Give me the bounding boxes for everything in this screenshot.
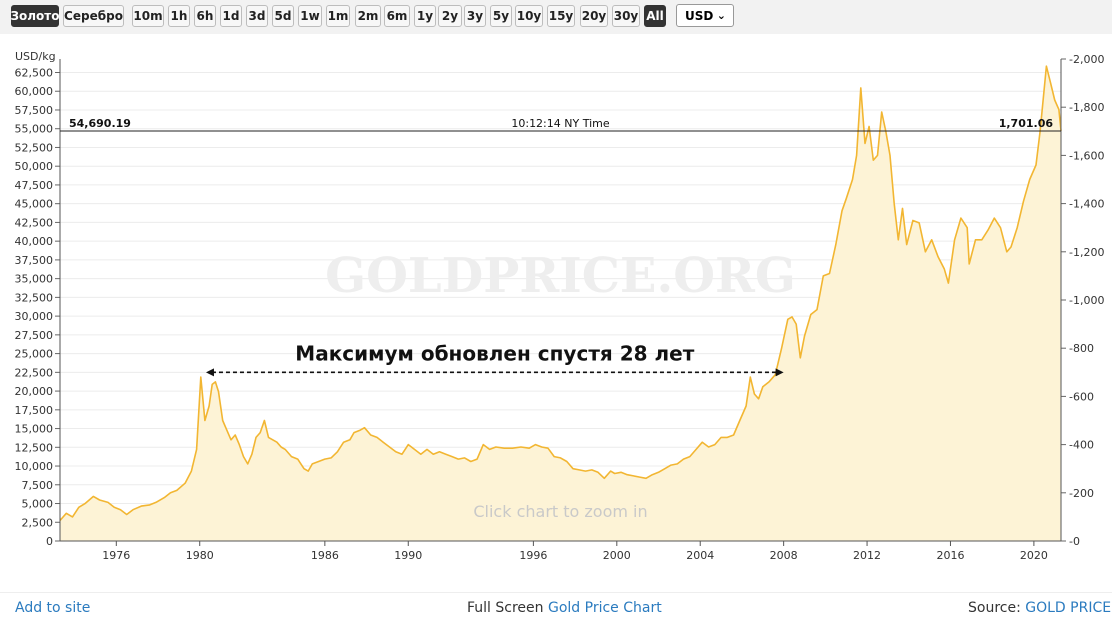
y-left-tick-label: 27,500 [15,329,54,342]
annotation-arrow-left-head [205,368,214,377]
footer: Add to site Full Screen Gold Price Chart… [0,594,1112,621]
x-tick-label: 1996 [519,549,547,562]
y-left-tick-label: 2,500 [22,516,54,529]
y-left-tick-label: 35,000 [15,273,54,286]
annotation-arrow-right-head [775,368,784,377]
current-price-left: 54,690.19 [69,117,131,130]
metal-button-0[interactable]: Золото [11,5,60,27]
y-right-tick-label: -1,400 [1069,198,1104,211]
y-left-tick-label: 5,000 [22,498,54,511]
y-left-tick-label: 10,000 [15,460,54,473]
range-button-1m[interactable]: 1m [326,5,350,27]
y-right-tick-label: -1,600 [1069,149,1104,162]
y-right-tick-label: -1,000 [1069,294,1104,307]
range-button-20y[interactable]: 20y [580,5,608,27]
range-button-10m[interactable]: 10m [132,5,164,27]
range-button-6m[interactable]: 6m [384,5,410,27]
chevron-down-icon: ⌄ [716,9,726,22]
price-area [60,66,1061,541]
price-line [59,65,1062,522]
current-time: 10:12:14 NY Time [511,117,609,130]
x-tick-label: 1976 [102,549,130,562]
y-left-tick-label: 0 [46,535,53,548]
range-button-all[interactable]: All [644,5,666,27]
y-left-tick-label: 62,500 [15,66,54,79]
y-right-tick-label: -600 [1069,390,1094,403]
y-left-tick-label: 47,500 [15,179,54,192]
x-tick-label: 2012 [853,549,881,562]
y-left-tick-label: 45,000 [15,198,54,211]
y-left-tick-label: 50,000 [15,160,54,173]
range-button-2m[interactable]: 2m [355,5,381,27]
y-left-tick-label: 52,500 [15,141,54,154]
y-left-unit: USD/kg [15,50,56,63]
range-button-10y[interactable]: 10y [515,5,543,27]
y-left-tick-label: 25,000 [15,348,54,361]
range-button-6h[interactable]: 6h [194,5,216,27]
current-price-right: 1,701.06 [999,117,1054,130]
y-left-tick-label: 57,500 [15,104,54,117]
y-left-tick-label: 55,000 [15,123,54,136]
gold-price-chart[interactable]: 0 2,500 5,000 7,500 10,000 12,500 15,000 17,500… [0,34,1112,592]
x-tick-label: 2016 [936,549,964,562]
range-button-30y[interactable]: 30y [612,5,640,27]
y-left-tick-label: 12,500 [15,441,54,454]
y-right-tick-label: -0 [1069,535,1080,548]
y-right-tick-label: -2,000 [1069,53,1104,66]
y-left-tick-label: 22,500 [15,366,54,379]
y-left-tick-label: 20,000 [15,385,54,398]
range-button-3y[interactable]: 3y [464,5,486,27]
range-button-3d[interactable]: 3d [246,5,268,27]
toolbar: Золото Серебро 10m 1h 6h 1d 3d 5d 1w 1m 2m 6m 1y 2y 3y… [0,0,1112,34]
metal-button-1[interactable]: Серебро [63,5,124,27]
x-tick-label: 2008 [770,549,798,562]
y-right-tick-label: -400 [1069,439,1094,452]
currency-value: USD [685,8,714,23]
range-button-1h[interactable]: 1h [168,5,190,27]
x-tick-label: 1986 [311,549,339,562]
y-left-tick-label: 60,000 [15,85,54,98]
y-left-tick-label: 42,500 [15,216,54,229]
y-left-tick-label: 17,500 [15,404,54,417]
currency-select[interactable]: USD ⌄ [676,4,734,27]
range-button-1d[interactable]: 1d [220,5,242,27]
y-left-tick-label: 15,000 [15,423,54,436]
source-text: Source: GOLD PRICE [968,600,1111,616]
x-tick-label: 2004 [686,549,714,562]
x-tick-label: 1980 [186,549,214,562]
y-left-tick-label: 30,000 [15,310,54,323]
range-button-1y[interactable]: 1y [414,5,436,27]
zoom-hint: Click chart to zoom in [473,502,647,521]
y-left-tick-label: 37,500 [15,254,54,267]
y-right-tick-label: -1,200 [1069,246,1104,259]
y-right-tick-label: -800 [1069,342,1094,355]
annotation-text: Максимум обновлен спустя 28 лет [295,341,694,365]
x-tick-label: 1990 [394,549,422,562]
gold-price-chart-link[interactable]: Gold Price Chart [547,600,662,616]
y-right-tick-label: -1,800 [1069,101,1104,114]
fullscreen-prefix: Full Screen [467,600,544,616]
range-button-2y[interactable]: 2y [438,5,462,27]
source-prefix: Source: [968,600,1021,616]
gold-price-source-link[interactable]: GOLD PRICE [1025,600,1112,616]
range-button-5y[interactable]: 5y [490,5,512,27]
y-right-tick-label: -200 [1069,487,1094,500]
x-tick-label: 2020 [1020,549,1048,562]
range-button-1w[interactable]: 1w [298,5,322,27]
y-left-tick-label: 32,500 [15,291,54,304]
y-left-tick-label: 40,000 [15,235,54,248]
add-to-site-link[interactable]: Add to site [15,600,91,616]
x-tick-label: 2000 [603,549,631,562]
fullscreen-text: Full Screen Gold Price Chart [467,600,662,616]
y-left-tick-label: 7,500 [22,479,54,492]
range-button-15y[interactable]: 15y [547,5,575,27]
range-button-5d[interactable]: 5d [272,5,294,27]
watermark: GOLDPRICE.ORG [325,248,796,304]
footer-divider [0,592,1112,593]
